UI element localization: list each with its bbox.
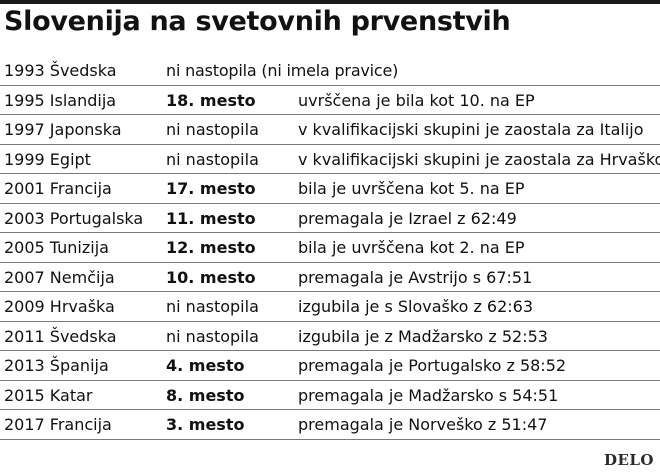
table-row: 1995 Islandija 18. mesto uvrščena je bila … xyxy=(0,86,660,115)
year-host-cell: 2011 Švedska xyxy=(4,326,117,346)
placement-cell: ni nastopila xyxy=(166,120,259,139)
table-row: 1997 Japonska ni nastopila v kvalifikacijs… xyxy=(0,115,660,145)
placement-cell: 17. mesto xyxy=(166,179,256,198)
delo-logo: DELO xyxy=(603,451,654,469)
placement-cell: 3. mesto xyxy=(166,415,245,434)
year-host-cell: 1993 Švedska xyxy=(4,61,117,80)
table-row: 2013 Španija 4. mesto premagala je Portuga… xyxy=(0,351,660,381)
page-title: Slovenija na svetovnih prvenstvih xyxy=(4,6,511,37)
year-host-cell: 2005 Tunizija xyxy=(4,238,109,257)
note-cell: bila je uvrščena kot 2. na EP xyxy=(298,238,525,257)
note-cell: izgubila je s Slovaško z 62:63 xyxy=(298,297,534,316)
note-cell: uvrščena je bila kot 10. na EP xyxy=(298,90,535,110)
results-table: 1993 Švedska ni nastopila (ni imela pravi… xyxy=(0,56,660,440)
year-host-cell: 2009 Hrvaška xyxy=(4,297,115,316)
note-cell: premagala je Madžarsko s 54:51 xyxy=(298,385,559,405)
table-row: 2017 Francija 3. mesto premagala je Norveš… xyxy=(0,410,660,440)
year-host-cell: 2017 Francija xyxy=(4,415,112,434)
placement-cell: ni nastopila xyxy=(166,297,259,316)
note-cell: premagala je Norveško z 51:47 xyxy=(298,415,548,434)
note-cell: izgubila je z Madžarsko z 52:53 xyxy=(298,326,548,346)
year-host-cell: 2007 Nemčija xyxy=(4,267,115,287)
table-row: 2011 Švedska ni nastopila izgubila je z Ma… xyxy=(0,322,660,351)
placement-cell: ni nastopila xyxy=(166,149,259,169)
table-row: 2003 Portugalska 11. mesto premagala je Iz… xyxy=(0,204,660,233)
note-cell: premagala je Izrael z 62:49 xyxy=(298,208,517,228)
table-row: 2001 Francija 17. mesto bila je uvrščena k… xyxy=(0,174,660,204)
table-row: 1999 Egipt ni nastopila v kvalifikacijski … xyxy=(0,145,660,174)
placement-cell: ni nastopila xyxy=(166,326,259,346)
placement-cell: 4. mesto xyxy=(166,356,245,375)
top-rule xyxy=(0,0,660,4)
placement-cell: 12. mesto xyxy=(166,238,256,257)
placement-cell: 11. mesto xyxy=(166,208,256,228)
note-cell: bila je uvrščena kot 5. na EP xyxy=(298,179,525,198)
placement-cell: 8. mesto xyxy=(166,385,245,405)
note-cell: premagala je Avstrijo s 67:51 xyxy=(298,267,533,287)
table-row: 2007 Nemčija 10. mesto premagala je Avstri… xyxy=(0,263,660,292)
year-host-cell: 2003 Portugalska xyxy=(4,208,144,228)
placement-cell: 10. mesto xyxy=(166,267,256,287)
year-host-cell: 2013 Španija xyxy=(4,356,109,375)
note-cell: v kvalifikacijski skupini je zaostala za… xyxy=(298,149,660,169)
year-host-cell: 2015 Katar xyxy=(4,385,93,405)
year-host-cell: 1995 Islandija xyxy=(4,90,117,110)
table-row: 1993 Švedska ni nastopila (ni imela pravi… xyxy=(0,56,660,86)
note-cell: v kvalifikacijski skupini je zaostala za… xyxy=(298,120,644,139)
table-row: 2009 Hrvaška ni nastopila izgubila je s Sl… xyxy=(0,292,660,322)
note-cell: premagala je Portugalsko z 58:52 xyxy=(298,356,567,375)
year-host-cell: 1997 Japonska xyxy=(4,120,122,139)
year-host-cell: 2001 Francija xyxy=(4,179,112,198)
table-row: 2005 Tunizija 12. mesto bila je uvrščena k… xyxy=(0,233,660,263)
table-row: 2015 Katar 8. mesto premagala je Madžarsko… xyxy=(0,381,660,410)
year-host-cell: 1999 Egipt xyxy=(4,149,91,169)
placement-cell: 18. mesto xyxy=(166,90,256,110)
placement-cell: ni nastopila (ni imela pravice) xyxy=(166,61,399,80)
